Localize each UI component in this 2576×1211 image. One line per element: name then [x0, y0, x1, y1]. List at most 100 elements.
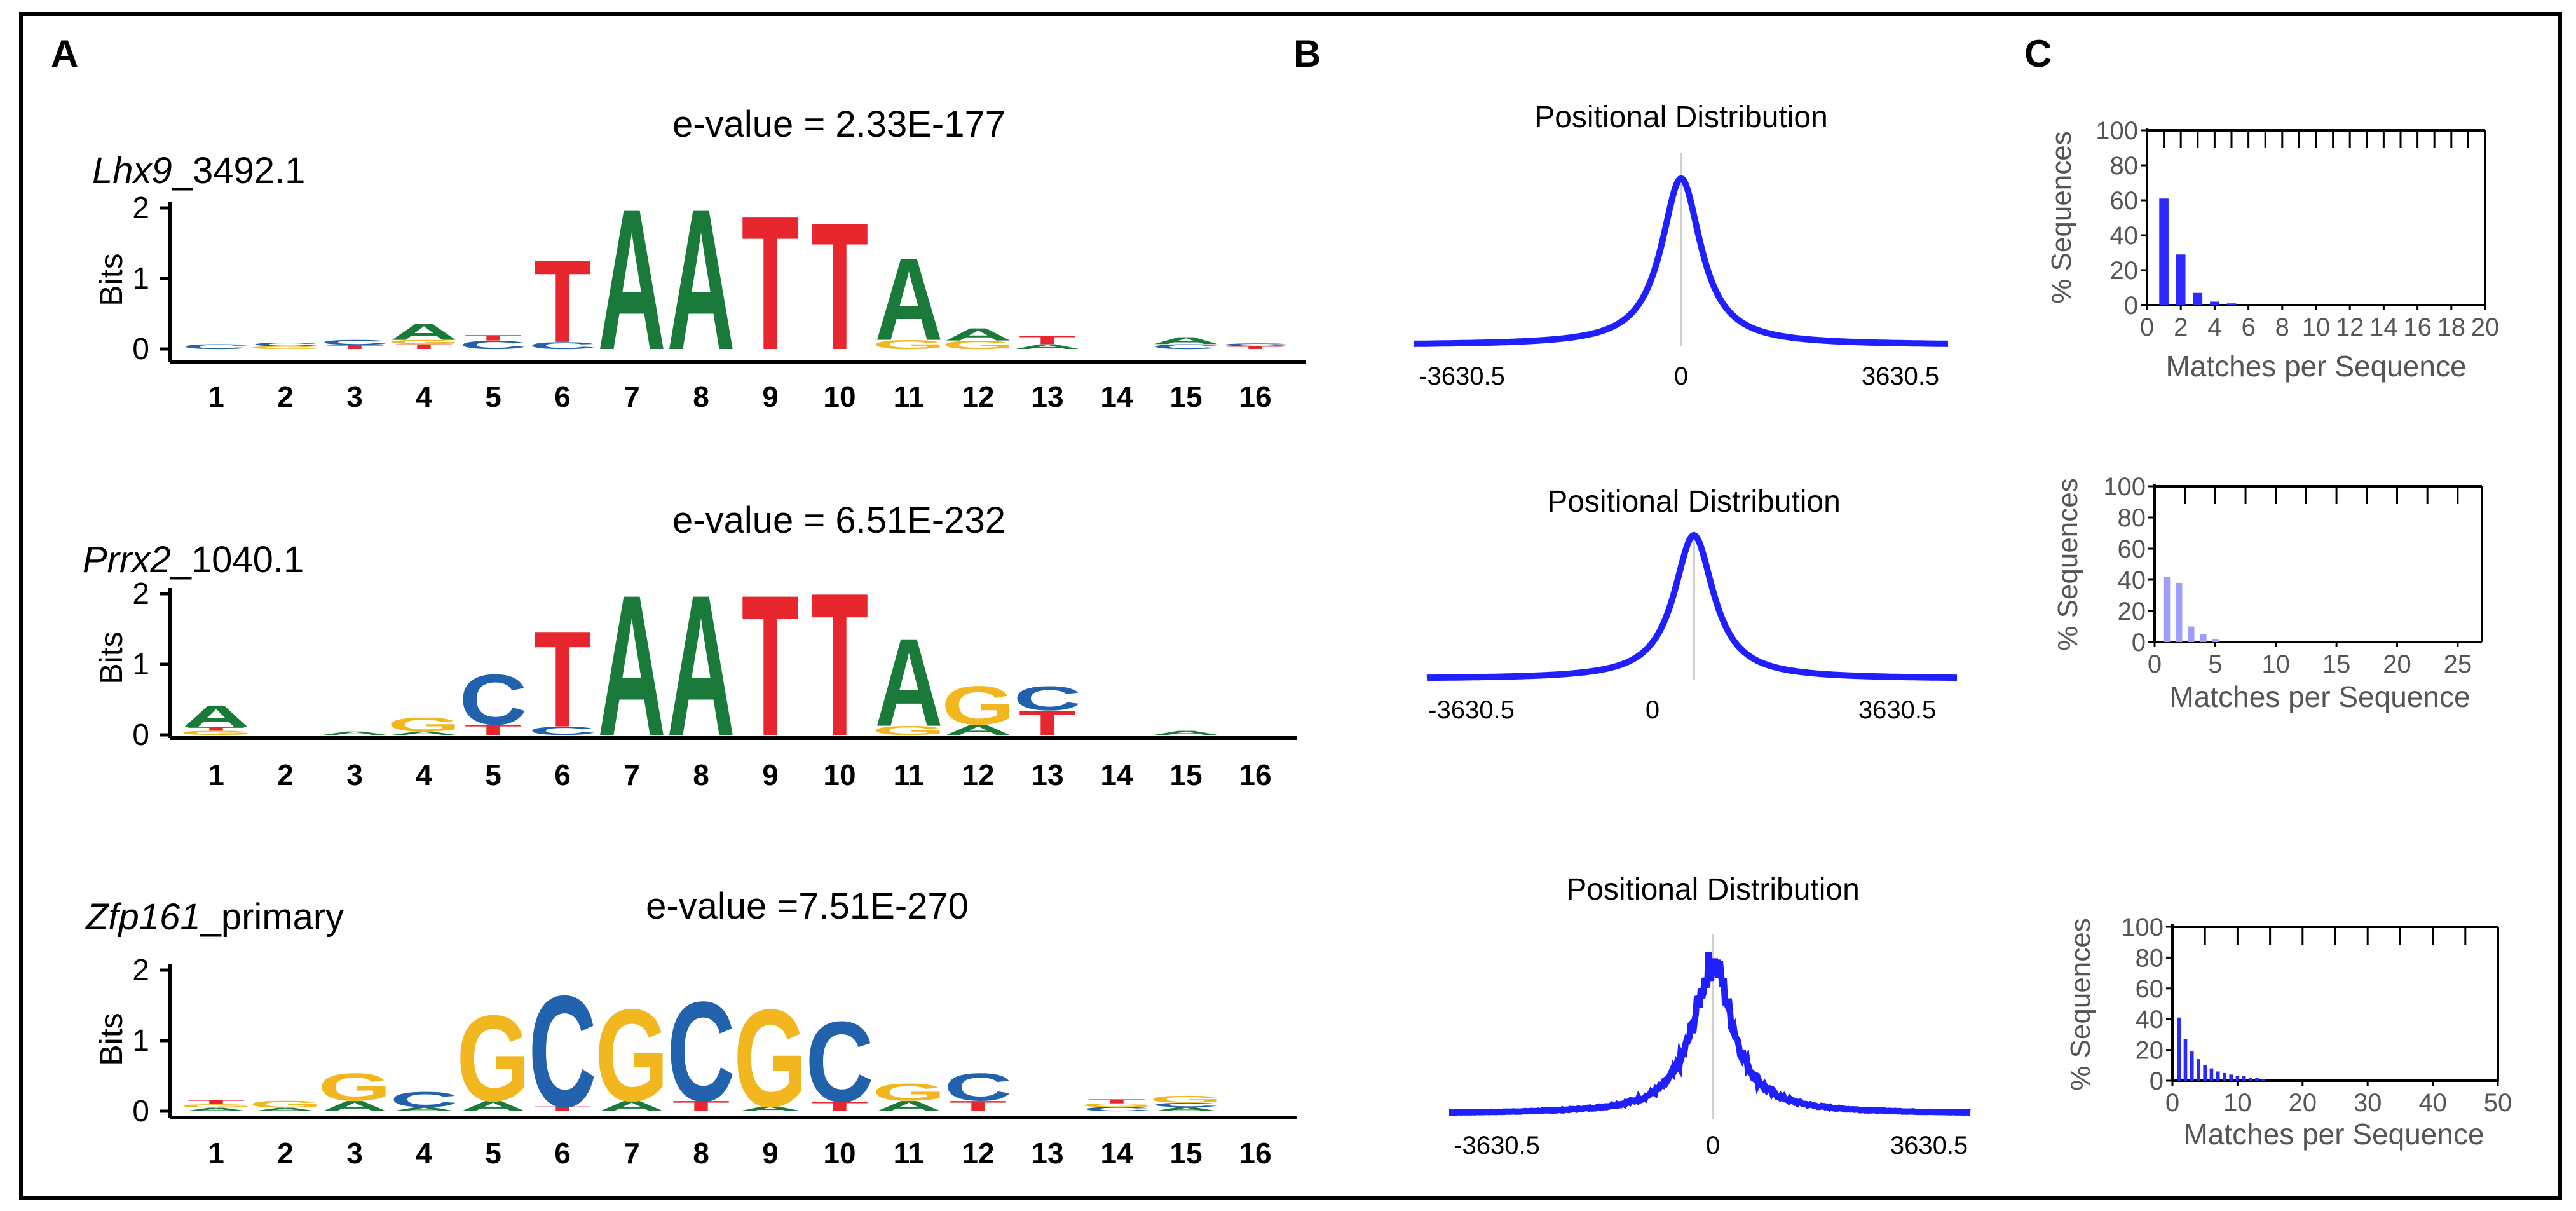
- logo-letter-A: A: [182, 1107, 250, 1112]
- hist-xtick: 0: [2140, 313, 2154, 341]
- logo-xtick: 6: [554, 758, 571, 791]
- hist-ytick: 0: [2124, 292, 2138, 320]
- positional-curve: [1426, 531, 1957, 681]
- logo-letter-A: A: [875, 613, 943, 753]
- gene-suffix: _1040.1: [170, 539, 304, 580]
- logo-letter-T: T: [534, 603, 592, 756]
- logo-letter-A: A: [875, 233, 943, 365]
- logo-letter-T: T: [465, 334, 522, 343]
- logo-letter-G: G: [179, 730, 253, 736]
- logo-xtick: 8: [693, 1137, 709, 1170]
- hist-bar: [2175, 582, 2183, 642]
- hist-bar: [2223, 1072, 2226, 1081]
- logo-xtick: 16: [1239, 1137, 1271, 1170]
- logo-xtick: 10: [823, 758, 855, 791]
- logo-letter-C: C: [251, 342, 319, 348]
- positional-xmid: 0: [1706, 1132, 1720, 1160]
- hist-xtick: 25: [2444, 650, 2472, 678]
- logo-letter-A: A: [944, 722, 1012, 738]
- logo-xtick: 13: [1031, 1137, 1063, 1170]
- logo-letter-G: G: [872, 338, 946, 352]
- histogram-1: % Sequences Matches per Sequence 1008060…: [2046, 117, 2499, 383]
- logo-xtick: 14: [1100, 758, 1133, 791]
- logo-ytick: 1: [132, 262, 149, 296]
- logo-ytick: 0: [132, 1095, 149, 1128]
- hist-bar: [2183, 1039, 2188, 1081]
- hist-bar: [2197, 1059, 2200, 1081]
- logo-letter-T: T: [326, 344, 384, 350]
- logo-x-ticks: 1 2 3 4 5 6 7 8 9 10 11 12 13 14 15 16: [208, 380, 1271, 413]
- logo-gene-label: Zfp161_primary: [85, 896, 344, 938]
- hist-bar: [2242, 1076, 2246, 1081]
- logo-xtick: 16: [1239, 758, 1271, 791]
- logo-letter-A: A: [390, 318, 458, 345]
- histogram-2: % Sequences Matches per Sequence 1008060…: [2052, 473, 2483, 713]
- hist-x-label: Matches per Sequence: [2169, 680, 2470, 713]
- positional-title: Positional Distribution: [1547, 485, 1841, 519]
- logo-xtick: 16: [1239, 380, 1271, 413]
- logo-1: e-value = 2.33E-177 Lhx9_3492.1 Bits 2 1…: [92, 104, 1306, 413]
- logo-letter-G: G: [941, 674, 1015, 736]
- hist-xtick: 15: [2322, 650, 2351, 678]
- logo-letter-A: A: [459, 1098, 527, 1114]
- gene-name: Zfp161: [85, 896, 201, 938]
- hist-xtick: 14: [2369, 313, 2398, 341]
- hist-xtick: 2: [2174, 313, 2188, 341]
- logo-letter-G: G: [595, 982, 669, 1129]
- hist-bar: [2249, 1078, 2252, 1081]
- hist-xtick: 40: [2418, 1089, 2447, 1117]
- positional-plot-2: Positional Distribution -3630.5 0 3630.5: [1426, 485, 1957, 724]
- positional-xmin: -3630.5: [1419, 362, 1505, 390]
- logo-xtick: 11: [894, 1137, 925, 1170]
- logo-y-axis-label: Bits: [93, 1013, 129, 1065]
- hist-ytick: 20: [2136, 1037, 2164, 1065]
- hist-xtick: 0: [2165, 1089, 2179, 1117]
- hist-xtick: 20: [2289, 1089, 2317, 1117]
- logo-letter-C: C: [1082, 1106, 1150, 1112]
- hist-xtick: 30: [2354, 1089, 2382, 1117]
- logo-xtick: 8: [693, 758, 709, 791]
- logo-letter-T: T: [187, 726, 245, 732]
- hist-xtick: 12: [2336, 313, 2364, 341]
- logo-letter-T: T: [811, 186, 869, 388]
- logo-xtick: 11: [894, 380, 925, 413]
- hist-bar: [2235, 1076, 2240, 1081]
- positional-xmid: 0: [1646, 696, 1659, 724]
- hist-ytick: 40: [2110, 222, 2139, 250]
- logo-letter-A: A: [597, 1098, 665, 1114]
- positional-title: Positional Distribution: [1534, 100, 1828, 134]
- hist-bar: [2193, 292, 2203, 305]
- logo-letter-A: A: [597, 554, 665, 778]
- logo-3: e-value =7.51E-270 Zfp161_primary Bits 2…: [85, 886, 1297, 1170]
- logo-letter-C: C: [805, 998, 873, 1126]
- logo-letter-C: C: [528, 724, 596, 737]
- logo-xtick: 13: [1031, 758, 1063, 791]
- logo-xtick: 10: [823, 380, 855, 413]
- logo-letter-A: A: [390, 1106, 458, 1112]
- logo-letter-T: T: [742, 554, 800, 778]
- logo-2: e-value = 6.51E-232 Prrx2_1040.1 Bits 2 …: [83, 500, 1297, 791]
- logo-xtick: 1: [208, 758, 224, 791]
- hist-bar: [2177, 1017, 2181, 1081]
- logo-letter-T: T: [672, 1098, 730, 1114]
- logo-letter-C: C: [459, 660, 527, 740]
- hist-xtick: 20: [2471, 313, 2500, 341]
- logo-letter-C: C: [944, 1065, 1012, 1109]
- hist-xtick: 4: [2207, 313, 2221, 341]
- logo-xtick: 3: [346, 380, 363, 413]
- logo-letter-C: C: [182, 343, 250, 350]
- hist-ytick: 20: [2118, 598, 2146, 626]
- logo-xtick: 7: [624, 758, 640, 791]
- logo-xtick: 4: [416, 758, 432, 791]
- panel-label-c: C: [2024, 32, 2052, 75]
- hist-ytick: 0: [2150, 1067, 2164, 1095]
- positional-xmax: 3630.5: [1890, 1132, 1968, 1160]
- logo-letter-A: A: [667, 168, 735, 392]
- logo-gene-label: Lhx9_3492.1: [92, 150, 305, 191]
- logo-letter-G: G: [1080, 1102, 1154, 1108]
- logo-xtick: 10: [823, 1137, 855, 1170]
- logo-letter-G: G: [249, 345, 322, 350]
- hist-x-label: Matches per Sequence: [2183, 1118, 2484, 1151]
- logo-letter-T: T: [187, 1099, 245, 1105]
